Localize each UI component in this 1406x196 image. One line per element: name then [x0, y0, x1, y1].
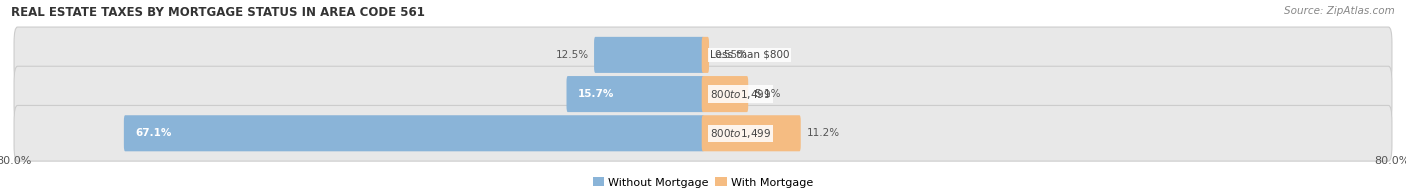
Text: 15.7%: 15.7% [578, 89, 614, 99]
Text: Source: ZipAtlas.com: Source: ZipAtlas.com [1284, 6, 1395, 16]
FancyBboxPatch shape [124, 115, 704, 151]
FancyBboxPatch shape [702, 115, 801, 151]
FancyBboxPatch shape [14, 66, 1392, 122]
Text: 12.5%: 12.5% [555, 50, 589, 60]
FancyBboxPatch shape [14, 27, 1392, 83]
FancyBboxPatch shape [14, 105, 1392, 161]
Legend: Without Mortgage, With Mortgage: Without Mortgage, With Mortgage [588, 173, 818, 192]
Text: 11.2%: 11.2% [807, 128, 839, 138]
FancyBboxPatch shape [567, 76, 704, 112]
FancyBboxPatch shape [595, 37, 704, 73]
Text: 67.1%: 67.1% [135, 128, 172, 138]
Text: 5.1%: 5.1% [754, 89, 780, 99]
Text: 0.55%: 0.55% [714, 50, 748, 60]
FancyBboxPatch shape [702, 37, 709, 73]
Text: $800 to $1,499: $800 to $1,499 [710, 88, 770, 101]
FancyBboxPatch shape [702, 76, 748, 112]
Text: $800 to $1,499: $800 to $1,499 [710, 127, 770, 140]
Text: Less than $800: Less than $800 [710, 50, 789, 60]
Text: REAL ESTATE TAXES BY MORTGAGE STATUS IN AREA CODE 561: REAL ESTATE TAXES BY MORTGAGE STATUS IN … [11, 6, 425, 19]
